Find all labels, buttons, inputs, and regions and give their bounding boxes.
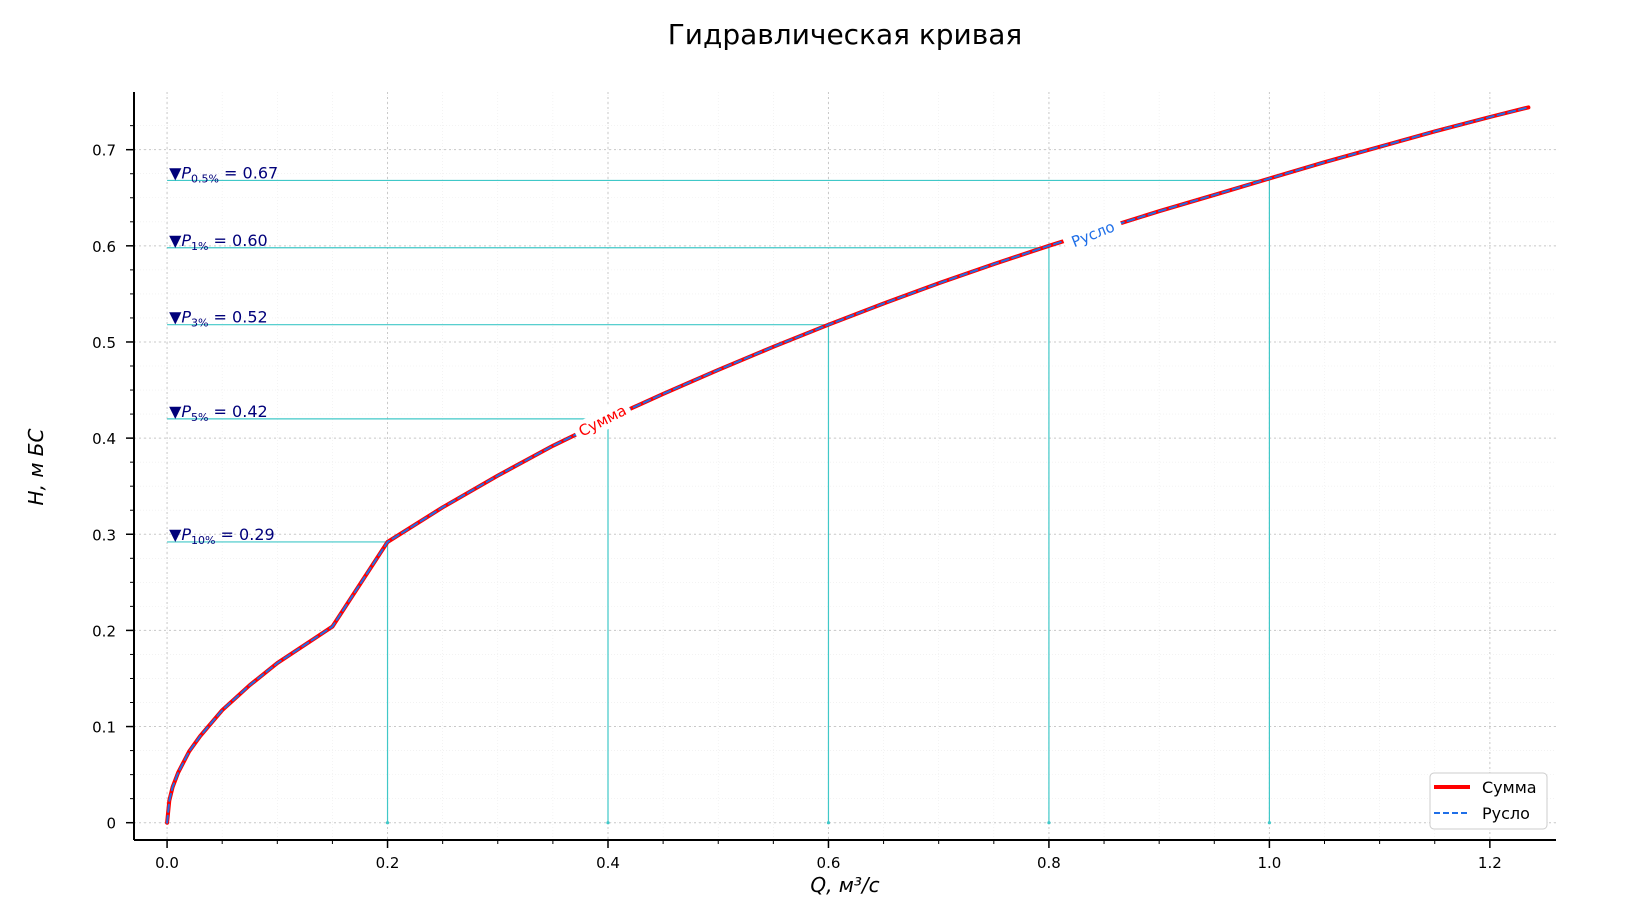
annotation-label: ▼P1% = 0.60	[169, 231, 268, 253]
reference-lines	[167, 179, 1271, 825]
annotation-prefix: ▼P	[169, 525, 191, 544]
annotation-prefix: ▼P	[169, 231, 191, 250]
series-line-ruslo	[166, 106, 1530, 824]
inline-label-ruslo-group: Русло	[1061, 213, 1125, 255]
annotation-prefix: ▼P	[169, 163, 191, 182]
annotation-label: ▼P10% = 0.29	[169, 525, 275, 547]
annotation-subscript: 3%	[191, 317, 208, 330]
x-axis-title: Q, м³/с	[810, 873, 879, 897]
y-tick-label: 0.3	[92, 526, 116, 544]
annotation-value: = 0.42	[208, 402, 267, 421]
y-tick-label: 0.2	[92, 622, 116, 640]
axes: 0.0 0.2 0.4 0.6 0.8 1.0 1.2 0 0.1 0.2 0.3 0.4 0.5 0.6…	[92, 92, 1556, 872]
annotation-subscript: 0.5%	[191, 172, 219, 185]
x-tick-label: 0.0	[155, 854, 179, 872]
chart-title: Гидравлическая кривая	[668, 18, 1023, 51]
annotation-label: ▼P3% = 0.52	[169, 308, 268, 330]
annotation-label: ▼P5% = 0.42	[169, 402, 268, 424]
y-axis-title: H, м БС	[24, 429, 48, 506]
annotation-prefix: ▼P	[169, 308, 191, 327]
series-line-summa	[165, 105, 1531, 825]
annotation-value: = 0.29	[215, 525, 274, 544]
x-tick-label: 0.2	[376, 854, 400, 872]
y-tick-label: 0.4	[92, 430, 116, 448]
x-tick-label: 1.2	[1478, 854, 1502, 872]
annotation-subscript: 1%	[191, 240, 208, 253]
reference-point	[606, 821, 610, 825]
annotation-subscript: 5%	[191, 411, 208, 424]
x-tick-label: 0.8	[1037, 854, 1061, 872]
reference-point	[826, 821, 831, 825]
x-tick-label: 0.4	[596, 854, 620, 872]
inline-label-summa-group: Сумма	[571, 398, 634, 444]
inline-label-ruslo-bg	[1061, 213, 1125, 255]
y-tick-label: 0.1	[92, 719, 116, 737]
x-tick-label: 0.6	[817, 854, 841, 872]
series-layer: Сумма Русло	[165, 105, 1531, 825]
reference-point	[1047, 821, 1051, 825]
annotation-subscript: 10%	[191, 534, 215, 547]
inline-label-summa-bg	[571, 398, 634, 444]
annotation-value: = 0.67	[219, 163, 278, 182]
annotation-value: = 0.52	[208, 308, 267, 327]
annotations: ▼P0.5% = 0.67▼P1% = 0.60▼P3% = 0.52▼P5% …	[169, 163, 278, 547]
legend-label-ruslo: Русло	[1482, 804, 1530, 823]
legend: Сумма Русло	[1429, 772, 1548, 830]
annotation-prefix: ▼P	[169, 402, 191, 421]
legend-label-summa: Сумма	[1482, 778, 1537, 797]
y-tick-label: 0.7	[92, 142, 116, 160]
reference-point	[385, 821, 390, 825]
annotation-label: ▼P0.5% = 0.67	[169, 163, 278, 185]
y-tick-label: 0.5	[92, 334, 116, 352]
x-tick-label: 1.0	[1257, 854, 1281, 872]
reference-point	[1267, 821, 1271, 825]
annotation-value: = 0.60	[208, 231, 267, 250]
grid	[134, 92, 1556, 840]
inline-label-summa: Сумма	[576, 401, 630, 440]
y-tick-label: 0.6	[92, 238, 116, 256]
y-tick-label: 0	[106, 815, 116, 833]
